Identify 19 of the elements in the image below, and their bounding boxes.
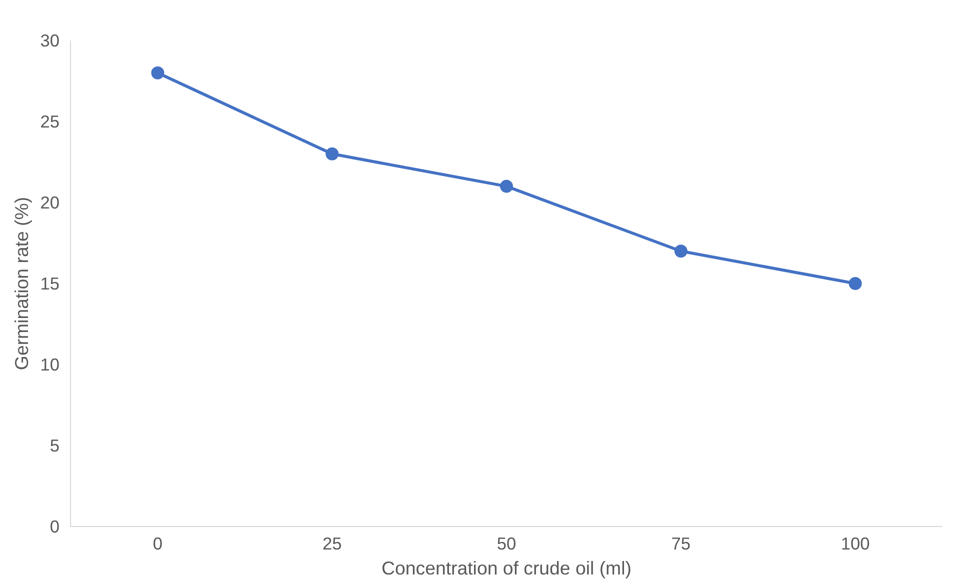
x-tick-label: 25 bbox=[322, 534, 342, 554]
x-tick-label: 0 bbox=[152, 534, 163, 554]
point bbox=[326, 147, 339, 160]
point bbox=[151, 66, 164, 80]
y-axis-title: Germination rate (%) bbox=[11, 196, 32, 370]
y-tick-label: 20 bbox=[40, 192, 60, 212]
x-tick-label: 50 bbox=[496, 534, 516, 554]
point bbox=[674, 244, 688, 258]
x-tick-label: 75 bbox=[671, 534, 691, 554]
y-tick-label: 0 bbox=[50, 516, 60, 536]
y-tick-label: 5 bbox=[50, 436, 60, 456]
x-tick-label: 100 bbox=[840, 534, 870, 554]
x-axis-title: Concentration of crude oil (ml) bbox=[382, 558, 632, 578]
y-tick-label: 30 bbox=[40, 30, 60, 50]
point bbox=[848, 277, 862, 290]
y-tick-label: 25 bbox=[40, 112, 60, 132]
y-tick-label: 10 bbox=[40, 354, 60, 374]
y-tick-label: 15 bbox=[40, 274, 60, 294]
point bbox=[500, 180, 513, 193]
